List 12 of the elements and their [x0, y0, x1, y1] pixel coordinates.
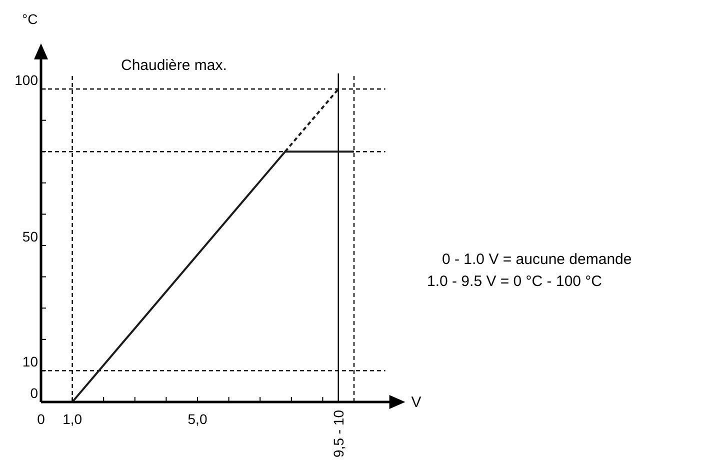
chart-title: Chaudière max. [121, 57, 227, 74]
y-tick-label: 0 [30, 385, 38, 401]
ref-line-label: 9,5 - 10 [330, 410, 346, 458]
y-tick-label: 50 [22, 228, 38, 244]
y-tick-label: 100 [14, 72, 38, 88]
y-tick-label: 10 [22, 354, 38, 370]
text: 0 - 1.0 V = aucune demande [442, 251, 632, 268]
x-tick-label: 5,0 [188, 411, 208, 427]
text: 1.0 - 9.5 V = 0 °C - 100 °C [427, 273, 602, 290]
x-tick-label: 1,0 [62, 411, 82, 427]
y-axis-title: °C [22, 11, 38, 27]
x-axis-title: V [411, 394, 422, 411]
